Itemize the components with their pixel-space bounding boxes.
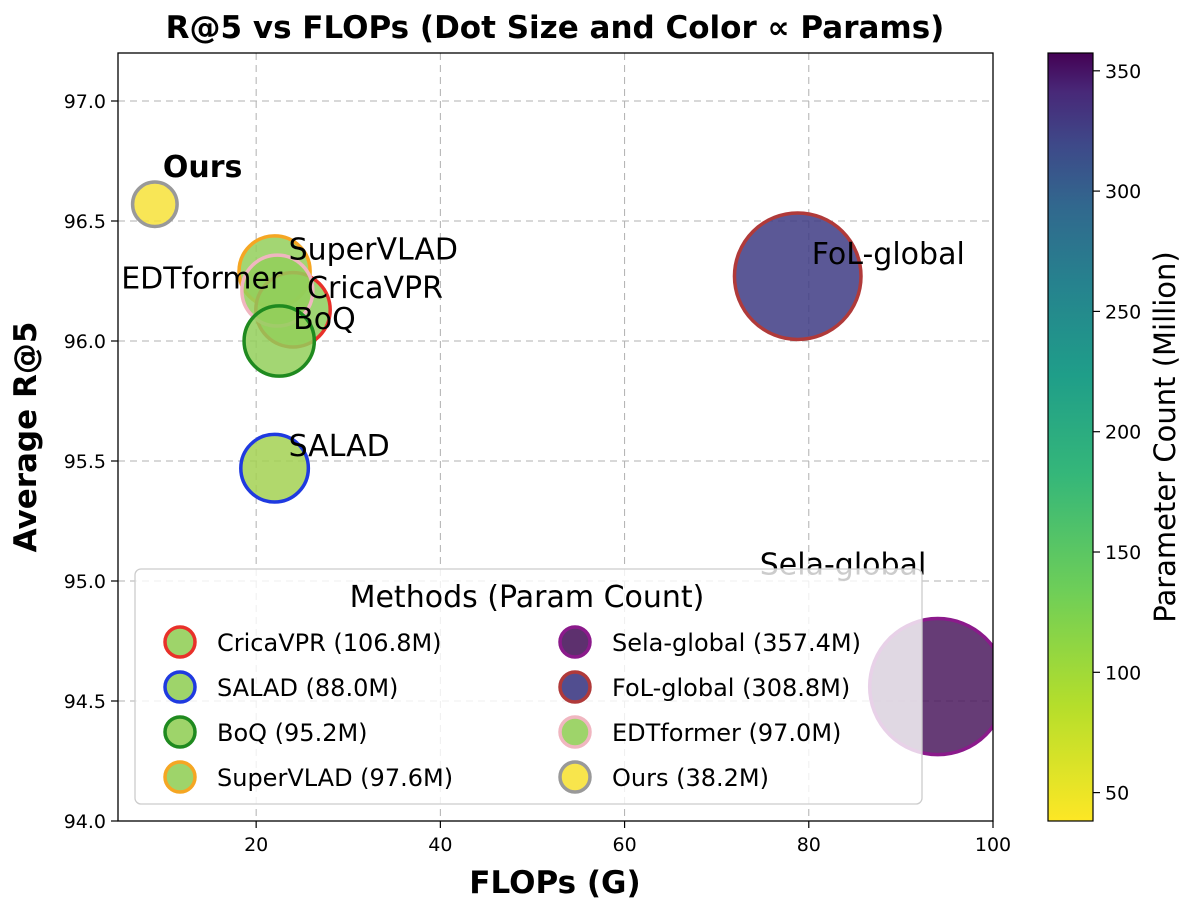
- y-tick-label: 96.0: [64, 331, 106, 353]
- point-label-ours: Ours: [163, 150, 243, 185]
- legend-entry-label: SuperVLAD (97.6M): [217, 764, 453, 792]
- colorbar-tick-label: 50: [1105, 783, 1129, 805]
- legend-marker: [163, 715, 197, 749]
- y-axis-ticks: 94.0 94.5 95.0 95.5 96.0 96.5 97.0: [64, 91, 118, 833]
- point-fol-global: [732, 211, 863, 342]
- legend-marker: [558, 760, 592, 794]
- y-tick-label: 94.0: [64, 811, 106, 833]
- data-points: [130, 180, 993, 757]
- legend-box: [134, 568, 923, 805]
- legend-marker: [163, 760, 197, 794]
- legend-marker: [558, 670, 592, 704]
- legend-title: Methods (Param Count): [350, 580, 705, 615]
- colorbar-tick-label: 100: [1105, 662, 1141, 684]
- x-tick-label: 100: [975, 834, 1011, 856]
- point-label-salad: SALAD: [289, 429, 390, 464]
- legend-entry-label: Sela-global (357.4M): [612, 629, 861, 657]
- x-tick-label: 20: [244, 834, 268, 856]
- legend-marker: [558, 625, 592, 659]
- point-labels: Sela-globalFoL-globalSuperVLADCricaVPRED…: [121, 150, 965, 582]
- colorbar-tick-label: 250: [1105, 301, 1141, 323]
- colorbar-tick-label: 350: [1105, 61, 1141, 83]
- chart-title: R@5 vs FLOPs (Dot Size and Color ∝ Param…: [166, 10, 945, 46]
- colorbar-gradient: [1047, 52, 1094, 822]
- x-tick-label: 60: [612, 834, 636, 856]
- x-axis-ticks: 20 40 60 80 100: [244, 821, 1011, 856]
- point-label-edtformer: EDTformer: [121, 262, 283, 297]
- y-tick-label: 97.0: [64, 91, 106, 113]
- point-label-fol-global: FoL-global: [812, 237, 965, 272]
- colorbar-tick-label: 150: [1105, 542, 1141, 564]
- legend-entry-label: SALAD (88.0M): [217, 674, 398, 702]
- legend-entry-label: EDTformer (97.0M): [612, 719, 841, 747]
- x-tick-label: 80: [797, 834, 821, 856]
- legend: Methods (Param Count) CricaVPR (106.8M) S…: [134, 568, 923, 805]
- plot-frame: [117, 52, 994, 822]
- y-tick-label: 94.5: [64, 691, 106, 713]
- point-label-supervlad: SuperVLAD: [289, 232, 458, 267]
- legend-entry-label: Ours (38.2M): [612, 764, 769, 792]
- y-tick-label: 96.5: [64, 211, 106, 233]
- y-axis-label: Average R@5: [8, 322, 44, 553]
- colorbar-ticks: 50 100 150 200 250 300 350: [1093, 61, 1141, 805]
- legend-marker: [163, 625, 197, 659]
- y-tick-label: 95.5: [64, 451, 106, 473]
- legend-entry-label: FoL-global (308.8M): [612, 674, 850, 702]
- legend-marker: [558, 715, 592, 749]
- colorbar-tick-label: 200: [1105, 422, 1141, 444]
- point-label-boq: BoQ: [293, 302, 356, 337]
- point-label-cricavpr: CricaVPR: [307, 271, 443, 306]
- x-axis-label: FLOPs (G): [469, 865, 640, 901]
- legend-entry-label: BoQ (95.2M): [217, 719, 368, 747]
- legend-marker: [163, 670, 197, 704]
- colorbar: 50 100 150 200 250 300 350 Parameter Count (Mi…: [1047, 52, 1182, 822]
- point-boq: [242, 304, 317, 378]
- point-salad: [239, 432, 311, 504]
- legend-entry-label: CricaVPR (106.8M): [217, 629, 442, 657]
- colorbar-tick-label: 300: [1105, 181, 1141, 203]
- point-ours: [130, 180, 179, 229]
- x-tick-label: 40: [428, 834, 452, 856]
- colorbar-label: Parameter Count (Million): [1148, 251, 1182, 622]
- y-tick-label: 95.0: [64, 571, 106, 593]
